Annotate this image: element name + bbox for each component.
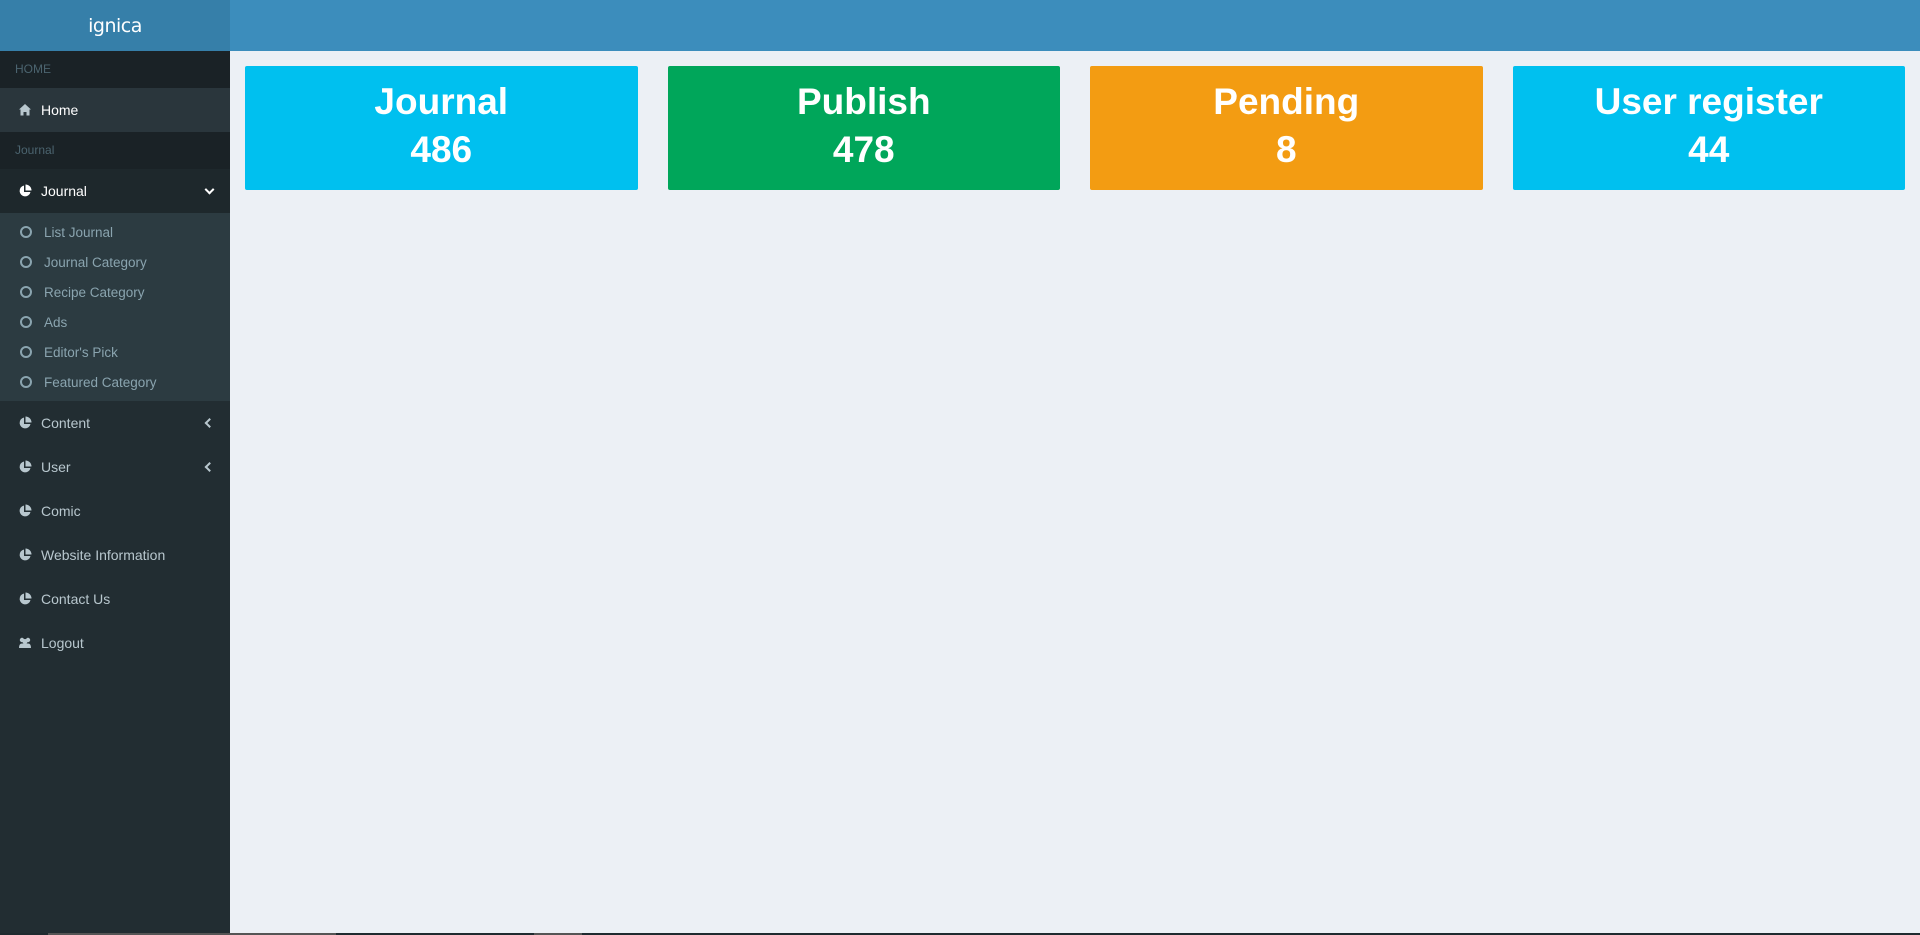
sidebar-item-user[interactable]: User (0, 445, 230, 489)
submenu-label: Ads (44, 314, 68, 330)
sidebar-item-home[interactable]: Home (0, 88, 230, 132)
submenu-label: Editor's Pick (44, 344, 118, 360)
sidebar-section-home: HOME (0, 51, 230, 88)
sidebar: HOME Home Journal Journal List Journal J… (0, 51, 230, 935)
submenu-item-list-journal[interactable]: List Journal (0, 217, 230, 247)
pie-chart-icon (19, 592, 32, 605)
sidebar-item-label: Journal (41, 183, 87, 199)
top-navbar (230, 0, 1920, 51)
home-icon (19, 104, 31, 116)
sidebar-item-content[interactable]: Content (0, 401, 230, 445)
sidebar-item-label: Comic (41, 503, 81, 519)
dashboard-content: Journal 486 Publish 478 Pending 8 User r… (245, 66, 1905, 190)
stat-title: User register (1594, 81, 1823, 122)
sidebar-item-comic[interactable]: Comic (0, 489, 230, 533)
scrollbar-thumb[interactable] (48, 933, 336, 935)
sidebar-item-label: Content (41, 415, 91, 431)
sidebar-item-label: Home (41, 102, 79, 118)
submenu-item-journal-category[interactable]: Journal Category (0, 247, 230, 277)
submenu-label: List Journal (44, 224, 114, 240)
stat-card-user-register[interactable]: User register 44 (1512, 66, 1905, 190)
sidebar-section-journal: Journal (0, 132, 230, 169)
circle-icon (20, 286, 32, 298)
brand-logo[interactable]: ignica (88, 14, 142, 37)
stat-value: 8 (1275, 129, 1297, 170)
journal-submenu: List Journal Journal Category Recipe Cat… (0, 213, 230, 401)
horizontal-scrollbar[interactable] (0, 933, 1920, 935)
submenu-item-editors-pick[interactable]: Editor's Pick (0, 337, 230, 367)
circle-icon (20, 226, 32, 238)
sidebar-item-contact-us[interactable]: Contact Us (0, 577, 230, 621)
sidebar-item-label: User (41, 459, 71, 475)
submenu-label: Recipe Category (44, 284, 145, 300)
stat-card-journal[interactable]: Journal 486 (245, 66, 638, 190)
stat-title: Journal (374, 81, 509, 122)
stat-title: Pending (1213, 81, 1360, 122)
stat-value: 44 (1688, 129, 1730, 170)
pie-chart-icon (19, 548, 32, 561)
sidebar-item-website-information[interactable]: Website Information (0, 533, 230, 577)
submenu-label: Journal Category (44, 254, 147, 270)
sidebar-item-logout[interactable]: Logout (0, 621, 230, 665)
sidebar-item-journal[interactable]: Journal (0, 169, 230, 213)
stat-value: 486 (410, 129, 473, 170)
scrollbar-thumb-secondary[interactable] (534, 933, 582, 935)
sidebar-item-label: Logout (41, 635, 84, 651)
submenu-item-featured-category[interactable]: Featured Category (0, 367, 230, 397)
stat-card-publish[interactable]: Publish 478 (667, 66, 1060, 190)
circle-icon (20, 316, 32, 328)
pie-chart-icon (19, 460, 32, 473)
circle-icon (20, 376, 32, 388)
submenu-item-recipe-category[interactable]: Recipe Category (0, 277, 230, 307)
submenu-item-ads[interactable]: Ads (0, 307, 230, 337)
users-icon (19, 637, 31, 648)
pie-chart-icon (19, 504, 32, 517)
stat-title: Publish (796, 81, 931, 122)
sidebar-item-label: Website Information (41, 547, 166, 563)
submenu-label: Featured Category (44, 374, 157, 390)
logo-bar[interactable]: ignica (0, 0, 230, 51)
pie-chart-icon (19, 184, 32, 197)
stat-card-pending[interactable]: Pending 8 (1090, 66, 1483, 190)
stat-value: 478 (832, 129, 895, 170)
circle-icon (20, 256, 32, 268)
pie-chart-icon (19, 416, 32, 429)
sidebar-item-label: Contact Us (41, 591, 111, 607)
circle-icon (20, 346, 32, 358)
